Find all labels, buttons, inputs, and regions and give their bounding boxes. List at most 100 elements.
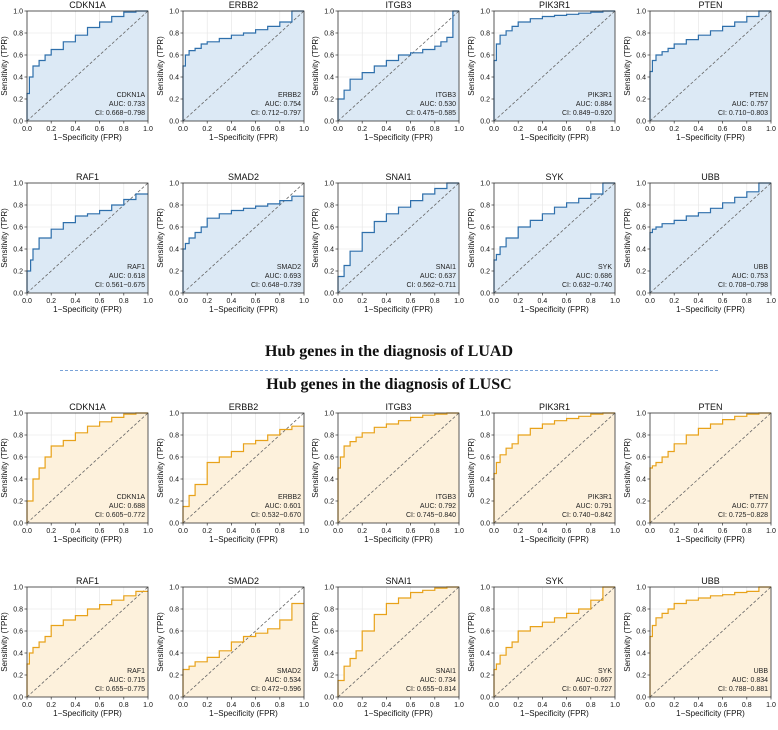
y-tick-label: 0.2 [169,96,179,103]
y-tick-label: 0.0 [636,520,646,527]
y-tick-label: 0.2 [636,96,646,103]
roc-curve [649,10,771,121]
y-tick-label: 0.4 [636,246,646,253]
annotation-ci: CI: 0.532−0.670 [251,512,301,519]
roc-curve [182,10,304,121]
reference-diagonal [337,182,460,294]
y-tick-label: 0.8 [636,30,646,37]
y-tick-label: 0.8 [636,606,646,613]
reference-diagonal [337,586,460,698]
y-axis-label: Sensitivity (TPR) [311,612,320,672]
x-tick-label: 1.0 [143,298,153,305]
annotation-auc: AUC: 0.693 [265,273,301,280]
y-axis-label: Sensitivity (TPR) [156,438,165,498]
roc-panel-smad2-lusc: SMAD2 0.00.0 0.2 0.2 0.4 0.4 0.6 0.6 0.8 0.8 1.0 1.… [156,576,309,718]
lusc-section-title: Hub genes in the diagnosis of LUSC [266,376,512,393]
y-tick-label: 0.4 [636,74,646,81]
x-tick-label: 0.0 [645,528,655,535]
x-tick-label: 0.8 [275,126,285,133]
x-tick-label: 0.4 [71,126,81,133]
roc-curve [649,586,771,697]
annotation-auc: AUC: 0.530 [420,101,456,108]
y-axis-label: Sensitivity (TPR) [623,438,632,498]
y-tick-label: 0.6 [13,52,23,59]
roc-panel-itgb3-luad: ITGB3 0.00.0 0.2 0.2 0.4 0.4 0.6 0.6 0.8 0.8 1.0 1.… [311,0,464,142]
x-axis-label: 1−Specificity (FPR) [364,133,433,142]
roc-panel-erbb2-luad: ERBB2 0.00.0 0.2 0.2 0.4 0.4 0.6 0.6 0.8 0.8 1.0 1.… [156,0,309,142]
x-tick-label: 0.4 [694,528,704,535]
y-tick-label: 0.4 [324,246,334,253]
x-tick-label: 0.2 [357,702,367,709]
x-tick-label: 0.2 [202,298,212,305]
x-tick-label: 0.6 [95,298,105,305]
y-tick-label: 0.6 [324,454,334,461]
annotation-gene: RAF1 [127,668,145,675]
annotation-ci: CI: 0.655−0.814 [406,686,456,693]
y-tick-label: 0.0 [13,118,23,125]
plot-frame [493,182,616,294]
annotation-gene: UBB [754,668,769,675]
x-tick-label: 0.6 [406,528,416,535]
x-tick-label: 0.8 [119,702,129,709]
x-tick-label: 1.0 [610,702,620,709]
x-tick-label: 0.4 [538,528,548,535]
panel-title: UBB [701,576,720,586]
x-axis-label: 1−Specificity (FPR) [53,535,122,544]
x-tick-label: 1.0 [766,126,776,133]
x-tick-label: 1.0 [299,702,309,709]
roc-panel-pten-luad: PTEN 0.00.0 0.2 0.2 0.4 0.4 0.6 0.6 0.8 0.8 1.0 1.0… [623,0,776,142]
luad-section-title: Hub genes in the diagnosis of LUAD [264,343,514,360]
y-axis-label: Sensitivity (TPR) [0,438,9,498]
annotation-auc: AUC: 0.618 [109,273,145,280]
roc-curve [649,412,771,523]
annotation-ci: CI: 0.788−0.881 [718,686,768,693]
plot-frame [337,586,460,698]
roc-panel-pik3r1-luad: PIK3R1 0.00.0 0.2 0.2 0.4 0.4 0.6 0.6 0.8 0.8 1.0 1… [467,0,620,142]
x-tick-label: 0.0 [178,702,188,709]
x-axis-label: 1−Specificity (FPR) [53,709,122,718]
y-tick-label: 0.4 [480,74,490,81]
reference-diagonal [182,412,305,524]
x-tick-label: 1.0 [454,298,464,305]
y-tick-label: 0.8 [324,432,334,439]
annotation-auc: AUC: 0.777 [732,503,768,510]
x-tick-label: 0.8 [430,298,440,305]
y-tick-label: 1.0 [480,180,490,187]
y-tick-label: 0.0 [169,694,179,701]
annotation-ci: CI: 0.607−0.727 [562,686,612,693]
panel-title: SNAI1 [385,576,411,586]
y-tick-label: 0.0 [324,694,334,701]
auc-area [183,426,304,523]
x-axis-label: 1−Specificity (FPR) [520,305,589,314]
plot-frame [182,182,305,294]
annotation-auc: AUC: 0.754 [265,101,301,108]
y-tick-label: 0.8 [480,202,490,209]
annotation-gene: UBB [754,264,769,271]
y-tick-label: 0.2 [636,268,646,275]
x-axis-label: 1−Specificity (FPR) [364,535,433,544]
x-tick-label: 0.8 [742,298,752,305]
annotation-ci: CI: 0.475−0.585 [406,110,456,117]
x-tick-label: 0.6 [406,126,416,133]
x-tick-label: 0.6 [251,528,261,535]
x-tick-label: 0.6 [251,298,261,305]
y-axis-label: Sensitivity (TPR) [156,612,165,672]
x-tick-label: 0.8 [119,528,129,535]
roc-panel-snai1-lusc: SNAI1 0.00.0 0.2 0.2 0.4 0.4 0.6 0.6 0.8 0.8 1.0 1.… [311,576,464,718]
panel-title: SMAD2 [228,576,259,586]
x-tick-label: 0.4 [382,702,392,709]
y-tick-label: 0.6 [636,52,646,59]
plot-frame [337,182,460,294]
roc-curve [649,182,771,293]
annotation-ci: CI: 0.605−0.772 [95,512,145,519]
auc-area [27,591,148,697]
x-tick-label: 0.2 [357,528,367,535]
reference-diagonal [493,412,616,524]
annotation-gene: ERBB2 [278,494,301,501]
y-tick-label: 0.8 [13,30,23,37]
annotation-auc: AUC: 0.733 [109,101,145,108]
y-tick-label: 0.4 [324,650,334,657]
y-tick-label: 0.2 [324,268,334,275]
